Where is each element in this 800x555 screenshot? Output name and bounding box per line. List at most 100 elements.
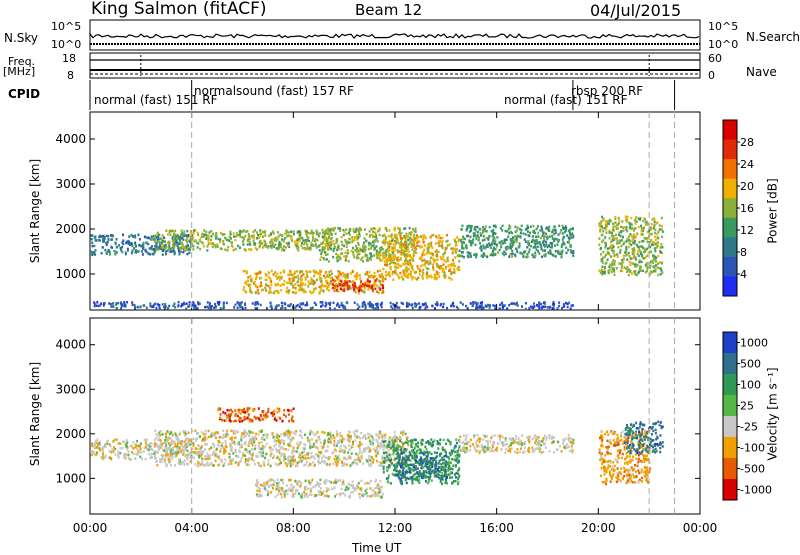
velocity-echo-cell bbox=[288, 456, 290, 459]
velocity-echo-cell bbox=[233, 430, 235, 433]
velocity-echo-cell bbox=[94, 446, 96, 449]
power-echo-cell bbox=[436, 254, 438, 257]
power-echo-cell bbox=[540, 303, 542, 306]
power-echo-cell bbox=[620, 226, 622, 229]
velocity-echo-cell bbox=[165, 433, 167, 436]
power-echo-cell bbox=[465, 245, 467, 248]
power-echo-cell bbox=[474, 253, 476, 256]
power-echo-cell bbox=[377, 240, 379, 243]
velocity-echo-cell bbox=[336, 442, 338, 445]
power-echo-cell bbox=[270, 233, 272, 236]
power-echo-cell bbox=[116, 238, 118, 241]
velocity-echo-cell bbox=[283, 453, 285, 456]
power-echo-cell bbox=[657, 231, 659, 234]
power-echo-cell bbox=[340, 253, 342, 256]
power-echo-cell bbox=[289, 273, 291, 276]
velocity-echo-cell bbox=[298, 445, 300, 448]
power-echo-cell bbox=[529, 232, 531, 235]
power-echo-cell bbox=[493, 237, 495, 240]
power-echo-cell bbox=[262, 231, 264, 234]
power-echo-cell bbox=[180, 251, 182, 254]
power-echo-cell bbox=[432, 254, 434, 257]
power-echo-cell bbox=[211, 235, 213, 238]
velocity-echo-cell bbox=[323, 455, 325, 458]
power-echo-cell bbox=[502, 306, 504, 309]
velocity-echo-cell bbox=[237, 442, 239, 445]
power-echo-cell bbox=[443, 259, 445, 262]
power-echo-cell bbox=[336, 241, 338, 244]
velocity-echo-cell bbox=[194, 463, 196, 466]
power-echo-cell bbox=[619, 251, 621, 254]
velocity-echo-cell bbox=[259, 447, 261, 450]
velocity-echo-cell bbox=[300, 434, 302, 437]
velocity-echo-cell bbox=[291, 437, 293, 440]
power-echo-cell bbox=[335, 253, 337, 256]
velocity-echo-cell bbox=[334, 437, 336, 440]
power-echo-cell bbox=[206, 249, 208, 252]
power-echo-cell bbox=[532, 239, 534, 242]
velocity-echo-cell bbox=[203, 433, 205, 436]
power-echo-cell bbox=[346, 246, 348, 249]
velocity-echo-cell bbox=[296, 483, 298, 486]
velocity-echo-cell bbox=[314, 434, 316, 437]
power-echo-cell bbox=[330, 248, 332, 251]
power-echo-cell bbox=[193, 240, 195, 243]
power-echo-cell bbox=[268, 245, 270, 248]
power-echo-cell bbox=[361, 289, 363, 292]
power-echo-cell bbox=[277, 273, 279, 276]
power-echo-cell bbox=[246, 270, 248, 273]
power-echo-cell bbox=[286, 235, 288, 238]
velocity-echo-cell bbox=[343, 445, 345, 448]
velocity-echo-cell bbox=[214, 432, 216, 435]
power-echo-cell bbox=[255, 285, 257, 288]
power-echo-cell bbox=[535, 236, 537, 239]
power-echo-cell bbox=[240, 303, 242, 306]
power-echo-cell bbox=[374, 272, 376, 275]
power-echo-cell bbox=[248, 233, 250, 236]
power-echo-cell bbox=[400, 232, 402, 235]
power-echo-cell bbox=[215, 305, 217, 308]
power-echo-cell bbox=[610, 256, 612, 259]
power-echo-cell bbox=[429, 260, 431, 263]
velocity-echo-cell bbox=[350, 435, 352, 438]
power-echo-cell bbox=[325, 254, 327, 257]
power-echo-cell bbox=[572, 254, 574, 257]
velocity-echo-cell bbox=[188, 439, 190, 442]
power-echo-cell bbox=[634, 222, 636, 225]
power-echo-cell bbox=[212, 246, 214, 249]
power-echo-cell bbox=[600, 223, 602, 226]
power-echo-cell bbox=[639, 268, 641, 271]
velocity-echo-cell bbox=[243, 436, 245, 439]
power-echo-cell bbox=[413, 253, 415, 256]
power-echo-cell bbox=[299, 239, 301, 242]
velocity-echo-cell bbox=[184, 459, 186, 462]
power-echo-cell bbox=[460, 301, 462, 304]
power-echo-cell bbox=[243, 289, 245, 292]
power-echo-cell bbox=[443, 303, 445, 306]
power-echo-cell bbox=[453, 269, 455, 272]
power-echo-cell bbox=[402, 278, 404, 281]
velocity-echo-cell bbox=[402, 432, 404, 435]
velocity-echo-cell bbox=[241, 432, 243, 435]
power-echo-cell bbox=[480, 232, 482, 235]
power-echo-cell bbox=[237, 245, 239, 248]
velocity-echo-cell bbox=[326, 490, 328, 493]
power-echo-cell bbox=[635, 235, 637, 238]
velocity-echo-cell bbox=[156, 464, 158, 467]
velocity-echo-cell bbox=[260, 465, 262, 468]
power-echo-cell bbox=[530, 226, 532, 229]
power-echo-cell bbox=[408, 261, 410, 264]
velocity-echo-cell bbox=[228, 463, 230, 466]
velocity-echo-cell bbox=[117, 438, 119, 441]
velocity-echo-cell bbox=[283, 433, 285, 436]
power-echo-cell bbox=[638, 226, 640, 229]
power-echo-cell bbox=[261, 289, 263, 292]
velocity-echo-cell bbox=[224, 458, 226, 461]
power-echo-cell bbox=[110, 238, 112, 241]
power-echo-cell bbox=[634, 249, 636, 252]
power-echo-cell bbox=[414, 230, 416, 233]
power-echo-cell bbox=[601, 269, 603, 272]
velocity-echo-cell bbox=[174, 464, 176, 467]
velocity-echo-cell bbox=[292, 463, 294, 466]
velocity-echo-cell bbox=[282, 482, 284, 485]
